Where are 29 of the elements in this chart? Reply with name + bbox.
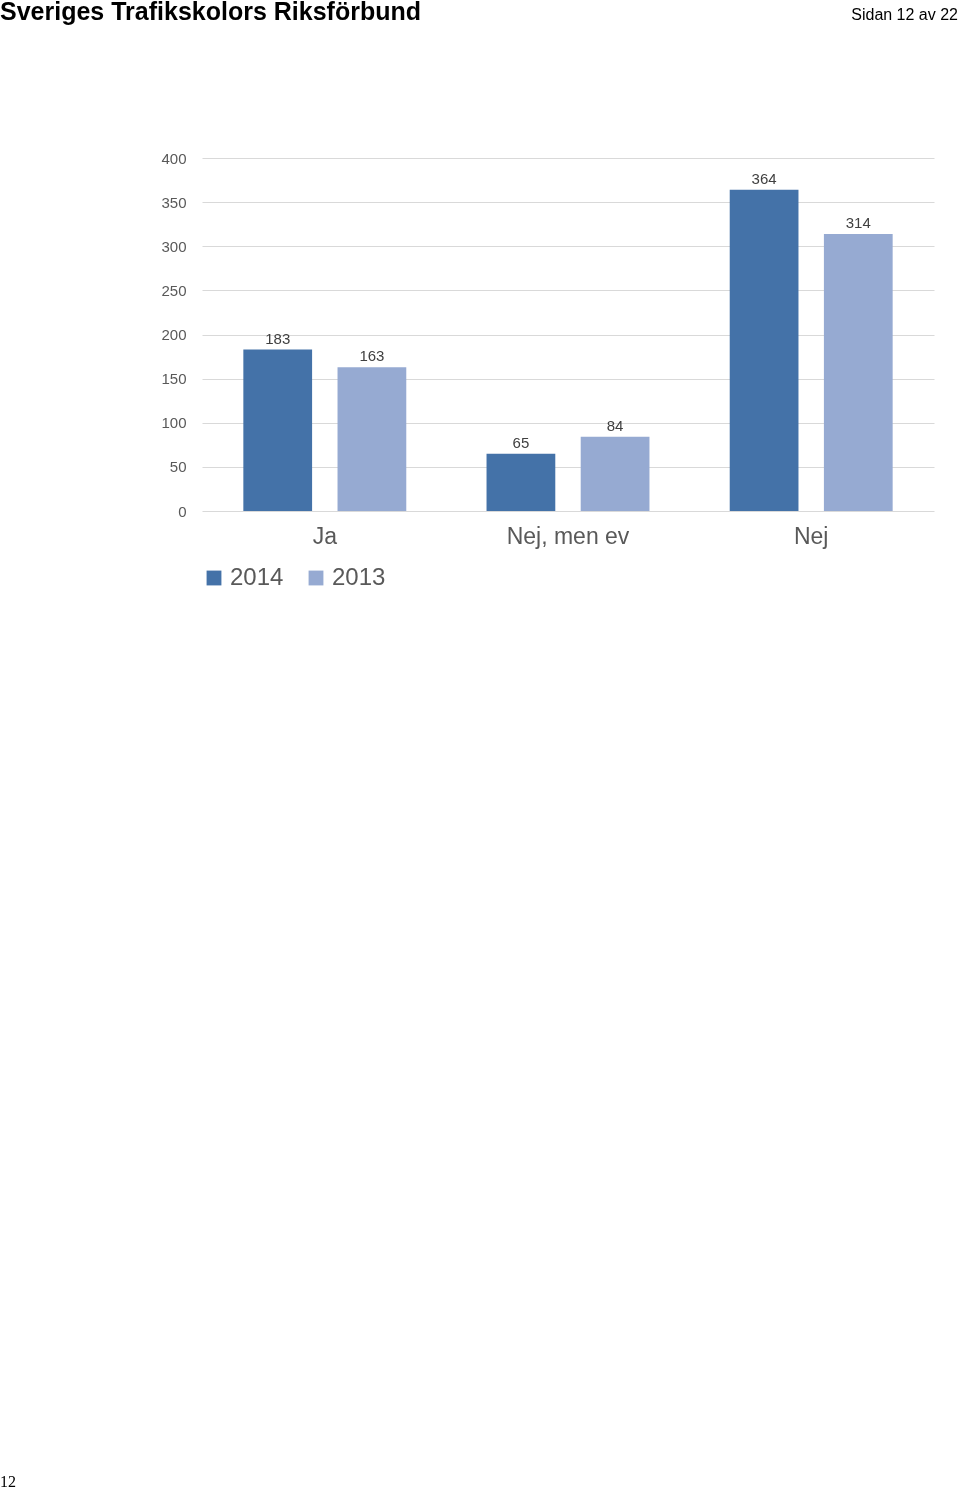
- y-tick-label: 400: [161, 149, 187, 167]
- y-tick-label: 0: [178, 502, 187, 520]
- y-tick-label: 100: [161, 414, 187, 432]
- y-tick-label: 300: [161, 237, 187, 255]
- y-tick-label: 350: [161, 193, 187, 211]
- bar: [337, 367, 407, 511]
- text: Sidan 12 av 22: [851, 6, 959, 23]
- y-tick-label: 200: [161, 326, 187, 343]
- y-tick-label: 250: [161, 281, 187, 299]
- legend-label: 2014: [230, 563, 284, 590]
- bar: [729, 189, 799, 511]
- bar: [243, 349, 313, 511]
- x-tick-label: Nej, men ev: [506, 522, 630, 549]
- y-tick-label: 150: [161, 370, 187, 388]
- chart-title: Sveriges Trafikskolors Riksförbund: [0, 0, 421, 25]
- data-label: 314: [845, 213, 871, 231]
- legend-label: 2013: [332, 563, 386, 590]
- data-label: 183: [265, 329, 291, 347]
- x-tick-label: Nej: [793, 522, 829, 549]
- data-label: 65: [512, 433, 530, 451]
- data-label: 163: [359, 347, 385, 365]
- x-tick-label: Ja: [312, 522, 338, 549]
- data-label: 364: [751, 169, 777, 187]
- data-label: 84: [606, 416, 624, 434]
- bar: [486, 453, 556, 511]
- bar: [823, 233, 893, 511]
- text: 12: [0, 1473, 16, 1490]
- bar: [580, 436, 650, 511]
- y-tick-label: 50: [169, 458, 187, 476]
